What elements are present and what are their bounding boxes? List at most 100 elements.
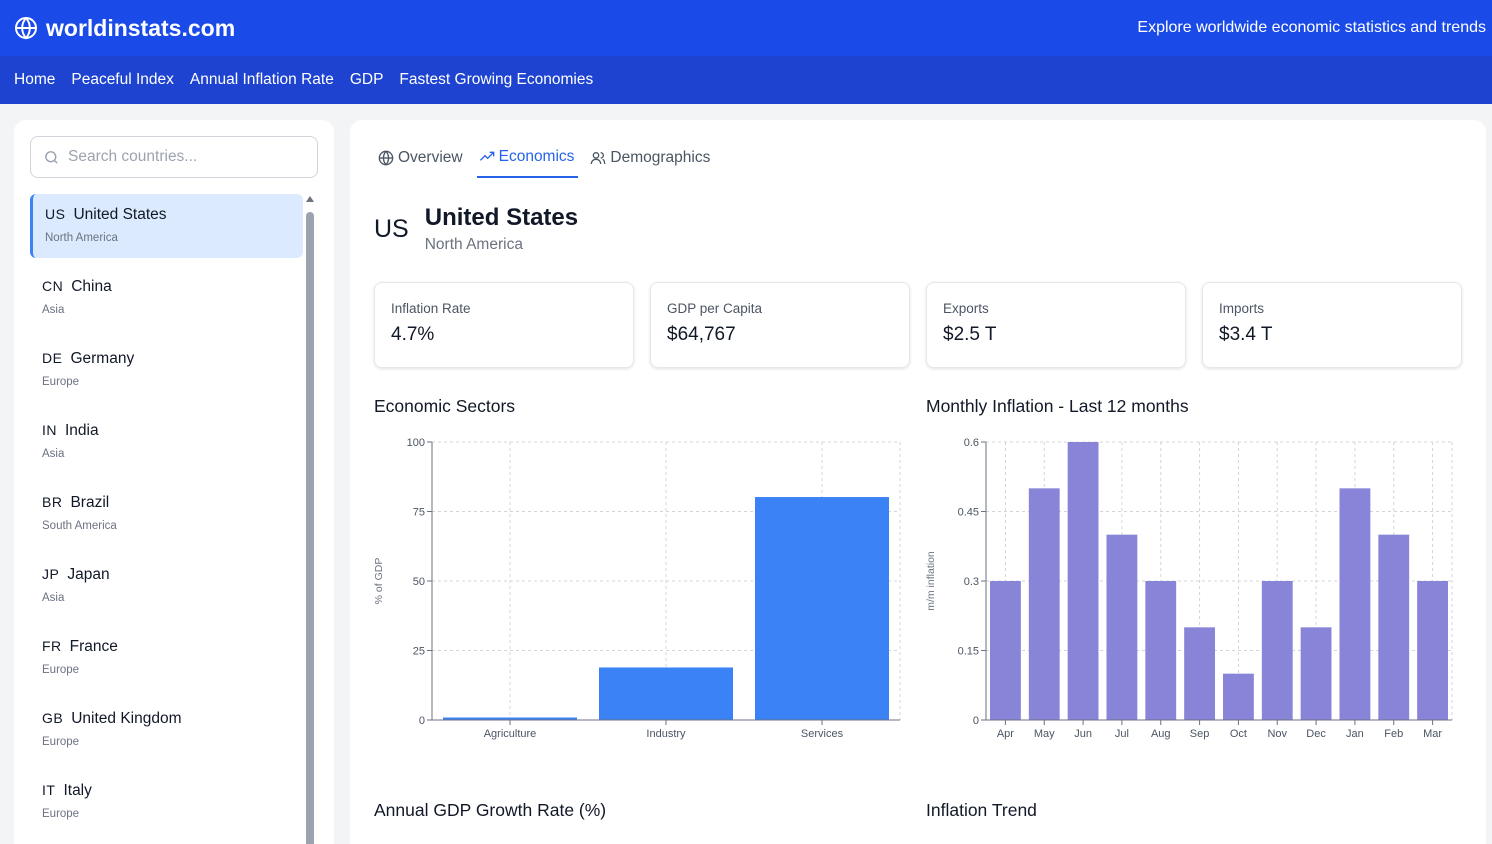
stat-value: 4.7% bbox=[391, 324, 435, 345]
stat-cards: Inflation Rate 4.7% GDP per Capita $64,7… bbox=[374, 282, 1462, 368]
main-nav: Home Peaceful Index Annual Inflation Rat… bbox=[0, 56, 1492, 104]
country-item-jp[interactable]: JP Japan Asia bbox=[30, 554, 303, 618]
country-list: US United States North America CN China As… bbox=[30, 194, 303, 842]
country-name: Italy bbox=[63, 782, 92, 799]
country-sidebar: US United States North America CN China As… bbox=[14, 120, 334, 844]
nav-peaceful-index[interactable]: Peaceful Index bbox=[71, 71, 174, 88]
country-code: DE bbox=[42, 350, 63, 366]
stat-label: Inflation Rate bbox=[391, 301, 471, 316]
country-code: IN bbox=[42, 422, 57, 438]
country-code: FR bbox=[42, 638, 62, 654]
inflation-x-tick-label: Aug bbox=[1151, 728, 1171, 740]
inflation-bar-aug bbox=[1145, 581, 1177, 720]
country-item-gb[interactable]: GB United Kingdom Europe bbox=[30, 698, 303, 762]
sectors-x-tick-label: Industry bbox=[646, 728, 686, 740]
section-title-monthly-inflation: Monthly Inflation - Last 12 months bbox=[926, 396, 1189, 416]
scroll-up-arrow-icon[interactable] bbox=[306, 196, 314, 202]
inflation-x-tick-label: Feb bbox=[1384, 728, 1403, 740]
inflation-bar-mar bbox=[1417, 581, 1448, 720]
trending-up-icon bbox=[479, 151, 494, 161]
search-icon bbox=[45, 150, 58, 164]
stat-label: Imports bbox=[1219, 301, 1265, 316]
inflation-y-tick-label: 0.15 bbox=[958, 646, 979, 658]
tab-overview[interactable]: Overview bbox=[376, 142, 467, 178]
nav-gdp[interactable]: GDP bbox=[349, 71, 384, 88]
country-name: Japan bbox=[67, 566, 110, 583]
nav-annual-inflation-rate[interactable]: Annual Inflation Rate bbox=[189, 71, 334, 88]
sectors-x-tick-label: Agriculture bbox=[484, 728, 537, 740]
country-region: Asia bbox=[42, 304, 65, 316]
country-name: France bbox=[69, 638, 118, 655]
nav-fastest-growing-economies[interactable]: Fastest Growing Economies bbox=[399, 71, 594, 88]
inflation-x-tick-label: Jun bbox=[1074, 728, 1092, 740]
country-code: IT bbox=[42, 782, 56, 798]
inflation-x-tick-label: Jul bbox=[1115, 728, 1129, 740]
tab-economics[interactable]: Economics bbox=[476, 142, 579, 178]
stat-card-imports: Imports $3.4 T bbox=[1202, 282, 1462, 368]
inflation-x-tick-label: Nov bbox=[1267, 728, 1287, 740]
selected-country-region: North America bbox=[424, 236, 523, 253]
site-logo[interactable]: worldinstats.com bbox=[14, 15, 235, 42]
country-name: Germany bbox=[70, 350, 135, 367]
inflation-bar-dec bbox=[1300, 627, 1332, 720]
tab-label: Demographics bbox=[610, 149, 711, 166]
inflation-bar-may bbox=[1028, 488, 1060, 720]
inflation-y-tick-label: 0.45 bbox=[958, 507, 979, 519]
country-region: Europe bbox=[42, 664, 80, 676]
tab-label: Overview bbox=[398, 149, 463, 166]
sectors-y-tick-label: 25 bbox=[413, 646, 425, 658]
stat-label: Exports bbox=[943, 301, 989, 316]
stat-value: $2.5 T bbox=[943, 324, 997, 345]
country-code: US bbox=[45, 206, 66, 222]
sectors-y-tick-label: 75 bbox=[413, 507, 425, 519]
scroll-thumb[interactable] bbox=[306, 212, 314, 844]
users-icon bbox=[591, 152, 606, 165]
inflation-bar-jan bbox=[1339, 488, 1371, 720]
selected-country-header: US United States North America bbox=[374, 204, 578, 254]
country-item-it[interactable]: IT Italy Europe bbox=[30, 770, 303, 834]
top-bar: worldinstats.com Explore worldwide econo… bbox=[0, 0, 1492, 56]
country-item-us[interactable]: US United States North America bbox=[30, 194, 303, 258]
inflation-y-tick-label: 0.3 bbox=[964, 576, 979, 588]
tab-bar: Overview Economics Demographics bbox=[376, 142, 714, 178]
search-box[interactable] bbox=[30, 136, 318, 178]
sectors-x-tick-label: Services bbox=[801, 728, 844, 740]
sectors-bar-industry bbox=[599, 667, 733, 720]
country-item-de[interactable]: DE Germany Europe bbox=[30, 338, 303, 402]
country-name: United States bbox=[73, 206, 167, 223]
tab-label: Economics bbox=[498, 148, 575, 165]
country-region: Asia bbox=[42, 448, 65, 460]
country-name: Brazil bbox=[70, 494, 110, 511]
sectors-bar-agriculture bbox=[443, 717, 577, 720]
stat-value: $64,767 bbox=[667, 324, 736, 345]
globe-icon bbox=[15, 17, 37, 40]
country-item-cn[interactable]: CN China Asia bbox=[30, 266, 303, 330]
inflation-bar-jun bbox=[1067, 442, 1099, 720]
country-name: China bbox=[71, 278, 112, 295]
country-code: JP bbox=[42, 566, 60, 582]
inflation-x-tick-label: Dec bbox=[1306, 728, 1326, 740]
globe-icon bbox=[378, 150, 394, 166]
country-item-fr[interactable]: FR France Europe bbox=[30, 626, 303, 690]
country-region: Europe bbox=[42, 376, 80, 388]
sidebar-scrollbar[interactable] bbox=[305, 196, 315, 844]
stat-value: $3.4 T bbox=[1219, 324, 1273, 345]
nav-home[interactable]: Home bbox=[14, 71, 56, 88]
inflation-x-tick-label: Sep bbox=[1190, 728, 1210, 740]
main-panel: Overview Economics Demographics US Unite… bbox=[350, 120, 1486, 844]
country-region: Europe bbox=[42, 808, 80, 820]
country-region: Asia bbox=[42, 592, 65, 604]
section-title-economic-sectors: Economic Sectors bbox=[374, 396, 516, 416]
country-code: GB bbox=[42, 710, 64, 726]
inflation-x-tick-label: Oct bbox=[1230, 728, 1247, 740]
inflation-y-axis-title: m/m inflation bbox=[925, 551, 937, 611]
inflation-x-tick-label: Mar bbox=[1423, 728, 1442, 740]
tab-demographics[interactable]: Demographics bbox=[588, 142, 714, 178]
country-name: India bbox=[65, 422, 99, 439]
monthly-inflation-chart: 0 0.15 0.3 0.45 0.6 Apr May Jun Jul Aug Sep Oct Nov D… bbox=[925, 437, 1453, 740]
country-item-br[interactable]: BR Brazil South America bbox=[30, 482, 303, 546]
country-item-in[interactable]: IN India Asia bbox=[30, 410, 303, 474]
search-input[interactable] bbox=[68, 148, 298, 166]
inflation-x-tick-label: Jan bbox=[1346, 728, 1364, 740]
inflation-bar-jul bbox=[1106, 534, 1138, 720]
